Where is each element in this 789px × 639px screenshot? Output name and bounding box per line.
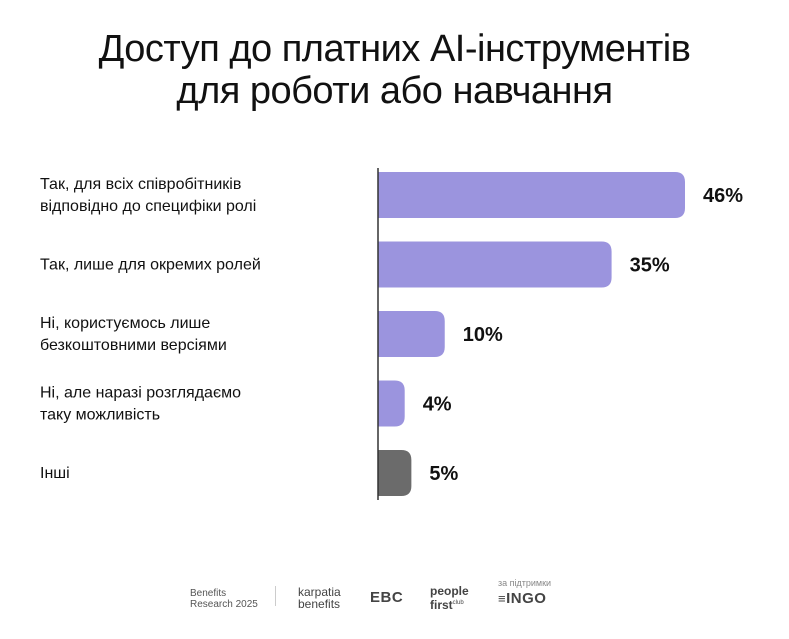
bar-4 [378,380,405,427]
value-label-3: 10% [463,324,503,346]
ingo-logo: ≡INGO [498,590,546,607]
value-label-2: 35% [630,255,670,277]
bar-2 [378,241,612,288]
ingo-mark-icon: ≡ [498,591,507,606]
category-label-4-line2: таку можливість [40,407,160,424]
people-first-logo: people firstclub [430,585,469,611]
category-label-5: Інші [40,465,70,482]
category-label-1-line2: відповідно до специфіки ролі [40,198,256,215]
karpatia-logo: karpatia benefits [298,586,341,610]
bar-3 [378,311,445,357]
people-first-line2: first [430,598,453,612]
bar-chart: 46% Так, для всіх співробітників відповідн… [40,168,743,500]
value-label-5: 5% [429,463,458,485]
research-label: Benefits Research 2025 [190,588,258,610]
footer: Benefits Research 2025 karpatia benefits… [0,578,789,614]
value-label-1: 46% [703,185,743,207]
people-first-line1: people [430,584,469,598]
bar-5 [378,450,412,496]
category-label-3-line2: безкоштовними версіями [40,337,227,354]
chart-title: Доступ до платних AI-інструментів для ро… [0,28,789,112]
ingo-logo-text: INGO [506,590,547,607]
category-label-2: Так, лише для окремих ролей [40,257,261,274]
chart-title-line2: для роботи або навчання [176,70,613,112]
category-label-4-line1: Ні, але наразі розглядаємо [40,385,241,402]
chart-title-line1: Доступ до платних AI-інструментів [98,28,691,70]
karpatia-logo-line2: benefits [298,597,341,611]
bar-1 [378,172,685,218]
support-label: за підтримки [498,578,552,588]
footer-divider [275,586,276,606]
category-label-1-line1: Так, для всіх співробітників [40,176,241,193]
category-label-3-line1: Ні, користуємось лише [40,315,210,332]
ebc-logo: EBC [370,589,404,606]
people-first-club: club [452,600,464,606]
value-label-4: 4% [423,394,452,416]
karpatia-logo-line1: karpatia [298,585,341,599]
research-label-line2: Research 2025 [190,599,258,610]
research-label-line1: Benefits [190,588,227,599]
